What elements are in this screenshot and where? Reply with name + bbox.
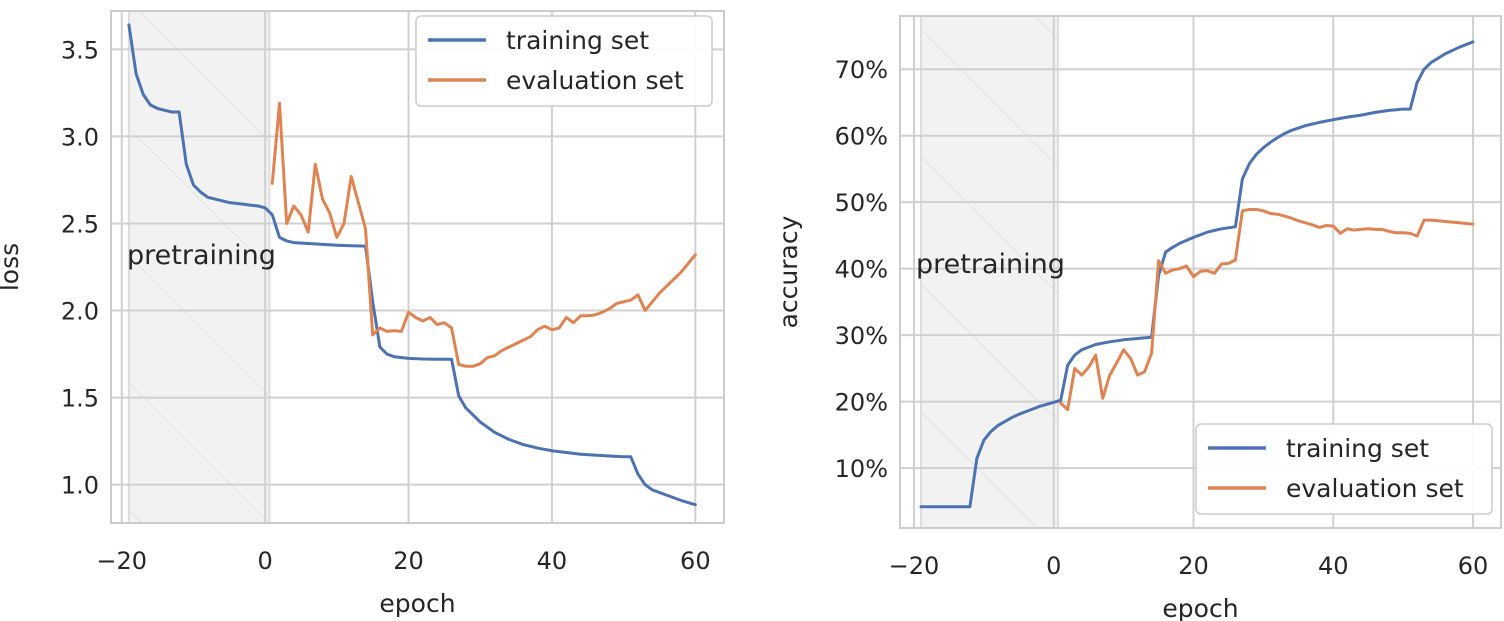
- pretraining-region: [919, 16, 1059, 528]
- y-tick-label: 1.5: [61, 385, 99, 413]
- y-tick-label: 2.5: [61, 210, 99, 238]
- loss-x-axis-label: epoch: [379, 589, 455, 618]
- x-tick-label: 0: [258, 547, 273, 575]
- loss-series: [127, 23, 697, 507]
- accuracy-series: [919, 40, 1475, 509]
- x-tick-label: −20: [96, 547, 147, 575]
- legend-box: [415, 15, 713, 107]
- pretraining-label: pretraining: [127, 240, 276, 271]
- x-tick-label: 20: [1178, 552, 1209, 580]
- pretraining-region: [127, 11, 271, 523]
- x-tick-label: 60: [1458, 552, 1489, 580]
- x-tick-label: 20: [393, 547, 424, 575]
- y-tick-label: 70%: [835, 56, 888, 84]
- training-set-line: [127, 23, 697, 507]
- accuracy-plot-frame: [899, 15, 1502, 529]
- legend-box: [1195, 423, 1493, 515]
- y-tick-label: 30%: [835, 322, 888, 350]
- legend-label-training: training set: [1286, 434, 1429, 463]
- loss-y-axis-label: loss: [0, 243, 24, 291]
- loss-plot-frame: [110, 10, 725, 524]
- x-tick-label: −20: [889, 552, 940, 580]
- accuracy-tick-labels: −20 0 20 40 60 10% 20% 30% 40% 50% 60% 70%: [835, 56, 1489, 580]
- loss-tick-labels: −20 0 20 40 60 1.0 1.5 2.0 2.5 3.0 3.5: [61, 36, 711, 575]
- loss-legend: training set evaluation set: [415, 15, 713, 107]
- y-tick-label: 60%: [835, 123, 888, 151]
- y-tick-label: 2.0: [61, 298, 99, 326]
- accuracy-y-axis-label: accuracy: [774, 215, 803, 328]
- accuracy-chart: −20 0 20 40 60 10% 20% 30% 40% 50% 60% 70% epoch ac…: [774, 15, 1502, 621]
- y-tick-label: 1.0: [61, 472, 99, 500]
- legend-label-evaluation: evaluation set: [1286, 474, 1464, 503]
- x-tick-label: 40: [1318, 552, 1349, 580]
- loss-chart: −20 0 20 40 601.01.52.02.53.03.5 epoch loss …: [0, 10, 725, 618]
- accuracy-legend: training set evaluation set: [1195, 423, 1493, 515]
- pretraining-hatch: [128, 11, 270, 523]
- pretraining-label: pretraining: [916, 249, 1065, 280]
- y-tick-label: 3.5: [61, 36, 99, 64]
- legend-label-evaluation: evaluation set: [506, 66, 684, 95]
- accuracy-x-axis-label: epoch: [1162, 594, 1238, 621]
- y-tick-label: 20%: [835, 389, 888, 417]
- pretraining-hatch: [920, 16, 1058, 528]
- evaluation-set-line: [1059, 208, 1475, 412]
- y-tick-label: 40%: [835, 256, 888, 284]
- legend-label-training: training set: [506, 26, 649, 55]
- x-tick-label: 60: [680, 547, 711, 575]
- y-tick-label: 3.0: [61, 123, 99, 151]
- y-tick-label: 10%: [835, 455, 888, 483]
- x-tick-label: 0: [1046, 552, 1061, 580]
- x-tick-label: 40: [537, 547, 568, 575]
- y-tick-label: 50%: [835, 189, 888, 217]
- evaluation-set-line: [270, 101, 697, 368]
